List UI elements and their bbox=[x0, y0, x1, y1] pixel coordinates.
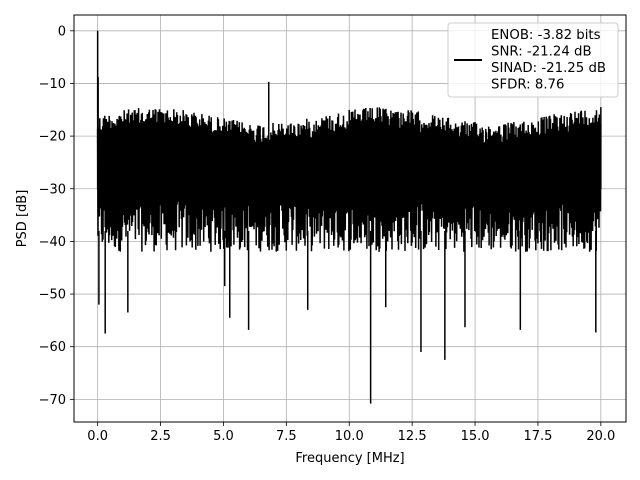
y-tick-label: −40 bbox=[39, 235, 66, 250]
x-tick-label: 0.0 bbox=[87, 429, 108, 444]
legend-box bbox=[447, 22, 619, 98]
x-tick-label: 17.5 bbox=[523, 429, 552, 444]
x-axis: 0.0 2.5 5.0 7.5 10.0 12.5 15.0 17.5 20.0 bbox=[87, 422, 615, 444]
x-tick-label: 15.0 bbox=[461, 429, 490, 444]
y-tick-label: −30 bbox=[39, 182, 66, 197]
y-axis: 0 −10 −20 −30 −40 −50 −60 −70 bbox=[39, 24, 74, 408]
legend-text-line: ENOB: -3.82 bits bbox=[491, 28, 601, 43]
plot-area bbox=[96, 30, 602, 404]
x-tick-label: 20.0 bbox=[586, 429, 615, 444]
legend-text-line: SFDR: 8.76 bbox=[491, 78, 564, 93]
x-tick-label: 2.5 bbox=[150, 429, 171, 444]
y-tick-label: −60 bbox=[39, 340, 66, 355]
x-axis-title: Frequency [MHz] bbox=[295, 451, 404, 466]
y-tick-label: −50 bbox=[39, 288, 66, 303]
y-tick-label: −70 bbox=[39, 393, 66, 408]
y-tick-label: −20 bbox=[39, 130, 66, 145]
axes-frame bbox=[73, 14, 627, 423]
y-tick-label: 0 bbox=[58, 24, 66, 39]
y-tick-label: −10 bbox=[39, 77, 66, 92]
x-tick-label: 12.5 bbox=[398, 429, 427, 444]
series-noise-trace bbox=[96, 107, 602, 252]
legend-text-line: SNR: -21.24 dB bbox=[491, 45, 592, 60]
series-spikes bbox=[96, 30, 602, 404]
y-axis-title: PSD [dB] bbox=[15, 190, 30, 248]
legend-text-line: SINAD: -21.25 dB bbox=[491, 61, 606, 76]
x-tick-label: 7.5 bbox=[276, 429, 297, 444]
x-tick-label: 10.0 bbox=[335, 429, 364, 444]
x-tick-label: 5.0 bbox=[213, 429, 234, 444]
